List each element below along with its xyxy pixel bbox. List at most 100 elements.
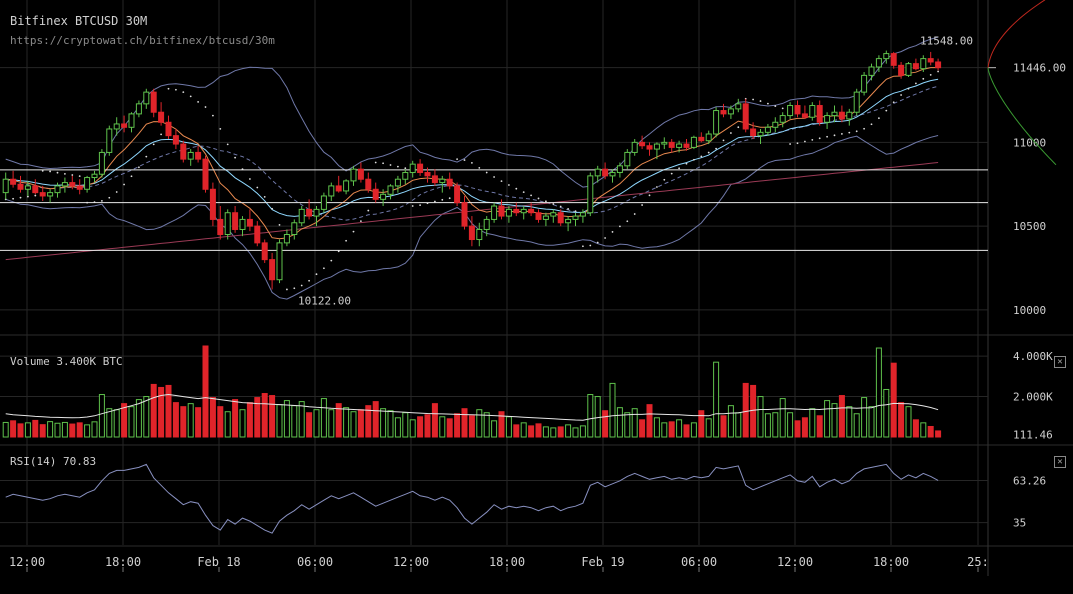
- candle-body: [39, 192, 46, 197]
- candle: [113, 117, 120, 136]
- bollinger-mid-line: [5, 85, 939, 221]
- volume-bar: [720, 415, 727, 438]
- volume-bar: [912, 419, 919, 438]
- candle-body: [172, 135, 179, 145]
- candle: [861, 72, 868, 96]
- price-axis-label: 11446.00: [1013, 62, 1066, 75]
- rsi-close-icon[interactable]: ✕: [1054, 456, 1066, 468]
- sar-dot: [929, 73, 932, 76]
- candle-body: [483, 218, 490, 230]
- volume-bar: [98, 394, 105, 438]
- sar-dot: [204, 106, 207, 108]
- sar-dot: [863, 127, 865, 130]
- candle-body: [713, 110, 720, 135]
- candle-body: [764, 126, 771, 133]
- candle: [232, 206, 239, 233]
- sar-dot: [315, 273, 318, 276]
- volume-bar: [313, 409, 320, 438]
- candle: [431, 169, 438, 186]
- volume-bar: [609, 382, 616, 438]
- candle-body: [831, 111, 838, 117]
- sar-dot: [108, 196, 111, 199]
- sar-dot: [212, 114, 214, 117]
- candle-body: [254, 225, 261, 244]
- volume-bar: [616, 407, 623, 438]
- sar-dot: [537, 197, 540, 200]
- candle: [39, 185, 46, 201]
- sar-dot: [559, 205, 562, 208]
- volume-bar: [631, 408, 638, 438]
- sar-dot: [892, 101, 895, 104]
- candle: [935, 58, 942, 71]
- volume-bar: [542, 426, 549, 438]
- candle: [905, 61, 912, 78]
- volume-value: 3.400K BTC: [56, 355, 123, 368]
- volume-bar: [735, 412, 742, 438]
- candle: [772, 117, 779, 133]
- sar-dot: [670, 172, 673, 175]
- volume-bar: [128, 406, 135, 438]
- volume-bar: [787, 412, 794, 438]
- volume-bar: [698, 410, 705, 438]
- candle-body: [24, 185, 31, 190]
- candle-body: [350, 168, 357, 182]
- time-axis-label: 12:00: [393, 555, 429, 569]
- volume-bar: [424, 414, 431, 438]
- volume-bar: [417, 416, 424, 438]
- candle-body: [47, 192, 54, 197]
- volume-bar: [121, 403, 128, 438]
- sar-dot: [885, 109, 888, 112]
- rsi-value: 70.83: [62, 455, 97, 468]
- candle: [372, 182, 379, 203]
- candle: [757, 128, 764, 145]
- time-axis-label: 06:00: [681, 555, 717, 569]
- candle: [76, 179, 83, 195]
- sar-dot: [19, 196, 22, 199]
- sar-dot: [374, 161, 377, 164]
- sar-dot: [249, 178, 251, 180]
- sar-dot: [71, 174, 74, 176]
- sar-dot: [922, 77, 925, 80]
- candle: [565, 216, 572, 232]
- volume-bar: [676, 419, 683, 438]
- sar-dot: [678, 167, 680, 170]
- candle: [927, 51, 934, 66]
- candle-body: [624, 151, 631, 167]
- candle: [350, 165, 357, 186]
- candle: [816, 100, 823, 126]
- candle: [54, 182, 61, 198]
- sar-dot: [293, 287, 296, 290]
- volume-label: Volume 3.400K BTC: [10, 355, 123, 368]
- candle: [328, 182, 335, 201]
- candle-body: [838, 111, 845, 120]
- candle-body: [446, 178, 453, 187]
- sar-dot: [722, 139, 725, 142]
- candle-body: [202, 158, 209, 190]
- sar-dot: [567, 208, 569, 210]
- volume-bar: [883, 388, 890, 438]
- candle: [742, 98, 749, 133]
- volume-bar: [143, 396, 150, 438]
- volume-bar: [624, 412, 631, 438]
- volume-bar: [76, 422, 83, 438]
- candle-body: [646, 145, 653, 150]
- candle: [106, 125, 113, 156]
- candle-body: [461, 202, 468, 227]
- candle-body: [912, 63, 919, 70]
- candle: [735, 98, 742, 113]
- volume-bar: [594, 396, 601, 438]
- rsi-axis-label: 35: [1013, 517, 1026, 530]
- sar-dot: [648, 194, 651, 197]
- sar-dot: [286, 288, 288, 291]
- candle-body: [313, 208, 320, 217]
- sar-dot: [848, 131, 851, 134]
- candle-body: [454, 185, 461, 204]
- sar-dot: [781, 107, 784, 110]
- sar-dot: [49, 170, 51, 173]
- volume-bar: [550, 427, 557, 438]
- volume-close-icon[interactable]: ✕: [1054, 356, 1066, 368]
- sar-dot: [234, 156, 237, 159]
- candle-body: [609, 172, 616, 177]
- candle: [646, 142, 653, 156]
